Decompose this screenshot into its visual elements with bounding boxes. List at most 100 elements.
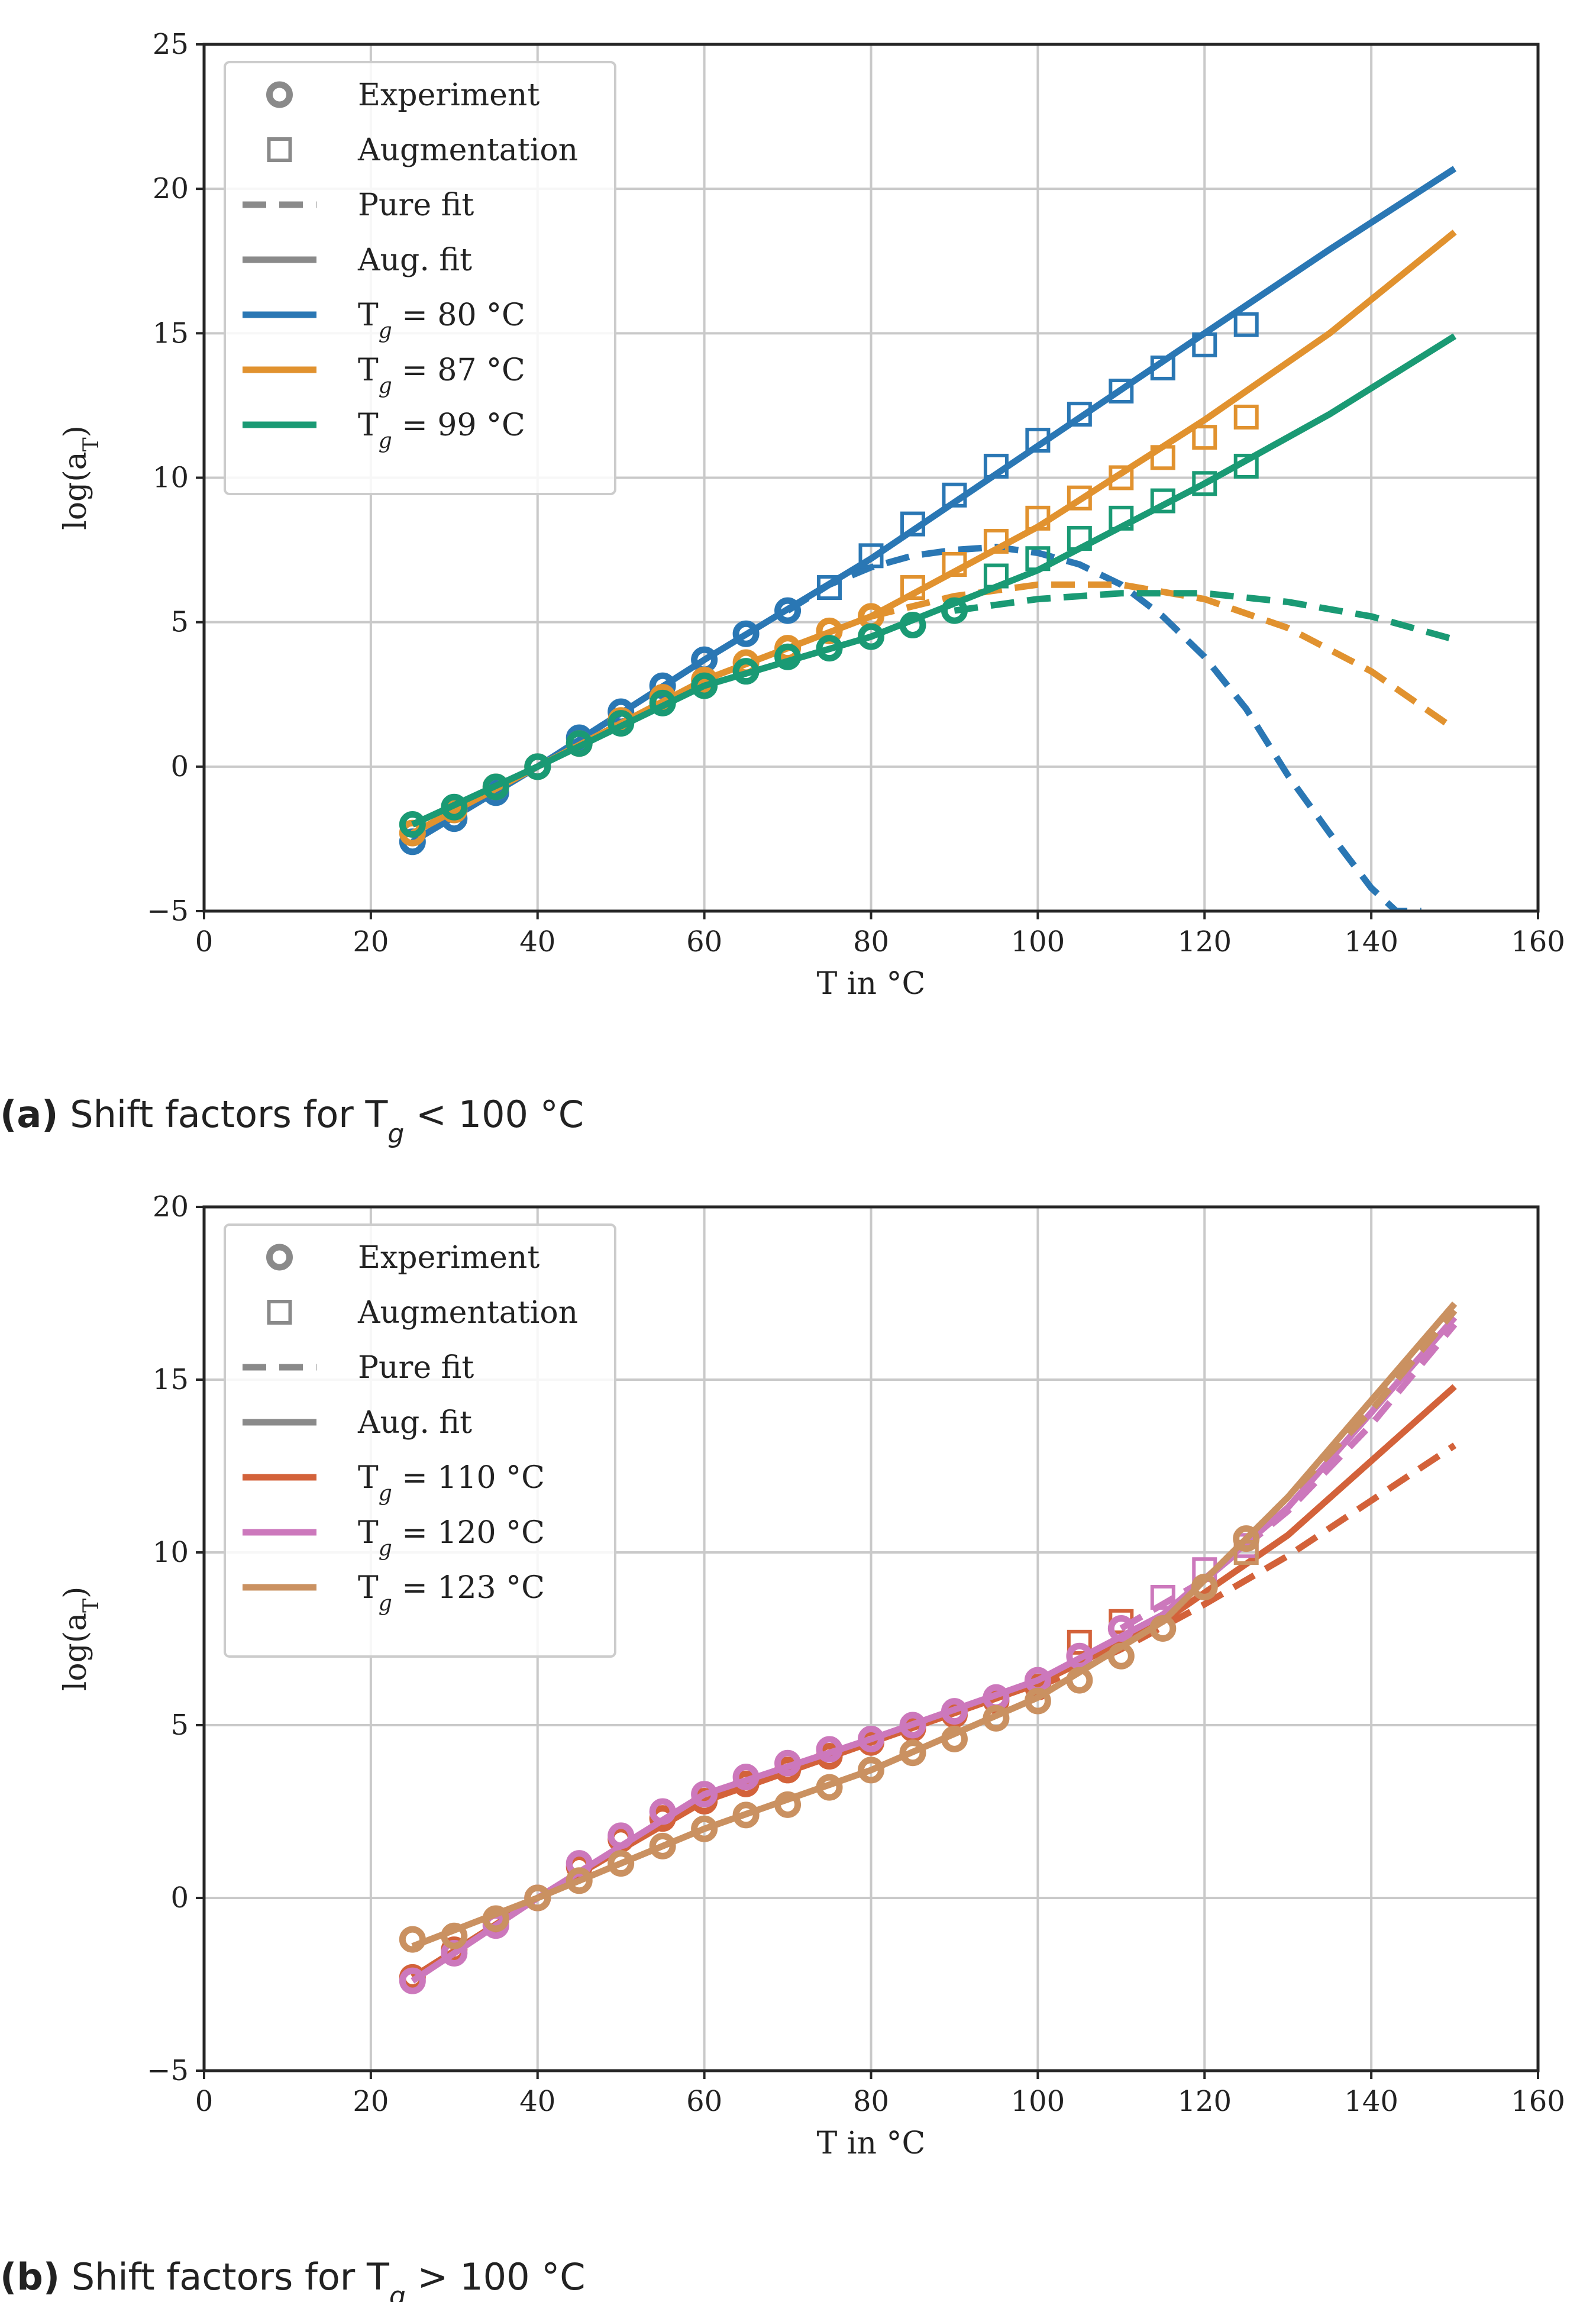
experiment-point bbox=[1066, 1667, 1093, 1694]
text-run: ) bbox=[58, 425, 93, 437]
x-tick-label: 120 bbox=[1177, 2085, 1232, 2118]
experiment-point bbox=[566, 730, 593, 757]
subscript: g bbox=[379, 1591, 392, 1616]
subscript: g bbox=[389, 2281, 406, 2302]
experiment-point bbox=[482, 1905, 509, 1932]
text-run: T bbox=[358, 1570, 379, 1606]
experiment-point bbox=[608, 1850, 635, 1877]
augmentation-point bbox=[983, 528, 1009, 554]
augmentation-point bbox=[1192, 332, 1217, 357]
legend-series-3: Tg = 123 °C bbox=[243, 1570, 545, 1616]
text-run: Experiment bbox=[358, 78, 539, 113]
augmentation-point bbox=[1233, 1540, 1259, 1565]
y-tick-label: 15 bbox=[153, 317, 189, 350]
text-run: Pure fit bbox=[358, 1350, 474, 1386]
pure-fit-line bbox=[954, 590, 1456, 643]
x-tick-label: 20 bbox=[353, 2085, 389, 2118]
plot-area bbox=[399, 166, 1457, 911]
x-tick-label: 60 bbox=[686, 2085, 722, 2118]
augmentation-point bbox=[1233, 404, 1259, 430]
augmentation-point bbox=[900, 575, 925, 600]
subscript: g bbox=[387, 1119, 404, 1149]
experiment-point bbox=[1024, 1687, 1051, 1715]
legend-aug-fit: Aug. fit bbox=[243, 1405, 472, 1441]
augmentation-point bbox=[1067, 485, 1092, 511]
legend-pure-fit: Pure fit bbox=[243, 188, 474, 223]
x-tick-label: 80 bbox=[853, 925, 889, 958]
text-run: = 120 °C bbox=[392, 1515, 545, 1551]
augmentation-point bbox=[1067, 1629, 1092, 1655]
pure-fit-line bbox=[786, 544, 1421, 911]
augmentation-point bbox=[900, 511, 925, 537]
legend-label: Tg = 110 °C bbox=[358, 1460, 545, 1506]
text-run: Augmentation bbox=[357, 1295, 578, 1331]
augmentation-point bbox=[983, 453, 1009, 479]
text-run: = 87 °C bbox=[392, 353, 525, 388]
experiment-point bbox=[1066, 1642, 1093, 1670]
augmentation-point bbox=[1067, 402, 1092, 427]
y-tick-label: 0 bbox=[170, 750, 189, 783]
text-run: log(a bbox=[58, 1613, 93, 1691]
text-run: = 110 °C bbox=[392, 1460, 545, 1496]
augmentation-point bbox=[1025, 428, 1051, 453]
subscript: g bbox=[379, 1536, 392, 1561]
legend-marker-circle bbox=[266, 1244, 293, 1271]
x-tick-label: 160 bbox=[1511, 2085, 1565, 2118]
experiment-point bbox=[524, 1884, 551, 1912]
augmentation-point bbox=[1025, 505, 1051, 531]
legend-label: Pure fit bbox=[358, 188, 474, 223]
experiment-point bbox=[732, 1801, 760, 1829]
augmentation-point bbox=[1150, 445, 1175, 470]
legend-box bbox=[224, 61, 616, 495]
text-run: T in °C bbox=[817, 2126, 926, 2161]
text-run: T bbox=[358, 298, 379, 333]
experiment-point bbox=[1149, 1615, 1177, 1642]
experiment-point bbox=[899, 612, 926, 639]
experiment-point bbox=[774, 597, 802, 624]
legend-label: Augmentation bbox=[357, 133, 578, 168]
x-tick-label: 100 bbox=[1011, 2085, 1065, 2118]
legend-label: Pure fit bbox=[358, 1350, 474, 1386]
legend-label: Experiment bbox=[358, 1240, 539, 1276]
aug-fit-line bbox=[411, 1315, 1458, 1984]
x-axis-title: T in °C bbox=[817, 2126, 926, 2161]
y-axis-title: log(aT) bbox=[58, 1587, 104, 1691]
experiment-point bbox=[1233, 1525, 1260, 1552]
experiment-point bbox=[566, 1867, 593, 1894]
experiment-point bbox=[608, 710, 635, 737]
y-tick-label: −5 bbox=[147, 895, 189, 928]
experiment-point bbox=[732, 620, 760, 647]
subscript: g bbox=[379, 374, 392, 398]
legend-series-1: Tg = 80 °C bbox=[243, 298, 525, 343]
x-tick-label: 40 bbox=[519, 2085, 555, 2118]
x-tick-label: 140 bbox=[1344, 2085, 1398, 2118]
legend-label: Augmentation bbox=[357, 1295, 578, 1331]
x-tick-label: 80 bbox=[853, 2085, 889, 2118]
series-3 bbox=[399, 333, 1457, 838]
augmentation-point bbox=[1025, 546, 1051, 572]
experiment-point bbox=[899, 1739, 926, 1767]
y-tick-label: 20 bbox=[153, 1190, 189, 1223]
experiment-point bbox=[441, 1922, 468, 1949]
experiment-point bbox=[399, 1926, 426, 1953]
subscript: T bbox=[79, 437, 104, 451]
legend-label: Tg = 80 °C bbox=[358, 298, 525, 343]
experiment-point bbox=[941, 1698, 968, 1725]
y-tick-label: 20 bbox=[153, 172, 189, 205]
x-tick-label: 100 bbox=[1011, 925, 1065, 958]
text-run: = 99 °C bbox=[392, 408, 525, 443]
legend-experiment: Experiment bbox=[266, 78, 539, 113]
experiment-point bbox=[1107, 1615, 1135, 1642]
legend-aug-fit: Aug. fit bbox=[243, 243, 472, 278]
text-run: Aug. fit bbox=[357, 1405, 472, 1441]
text-run: T bbox=[358, 1515, 379, 1551]
y-axis-title: log(aT) bbox=[58, 425, 104, 530]
legend-marker-square bbox=[267, 137, 292, 162]
experiment-point bbox=[1191, 1573, 1218, 1600]
experiment-point bbox=[816, 635, 843, 662]
augmentation-point bbox=[942, 482, 967, 508]
experiment-point bbox=[774, 643, 802, 670]
